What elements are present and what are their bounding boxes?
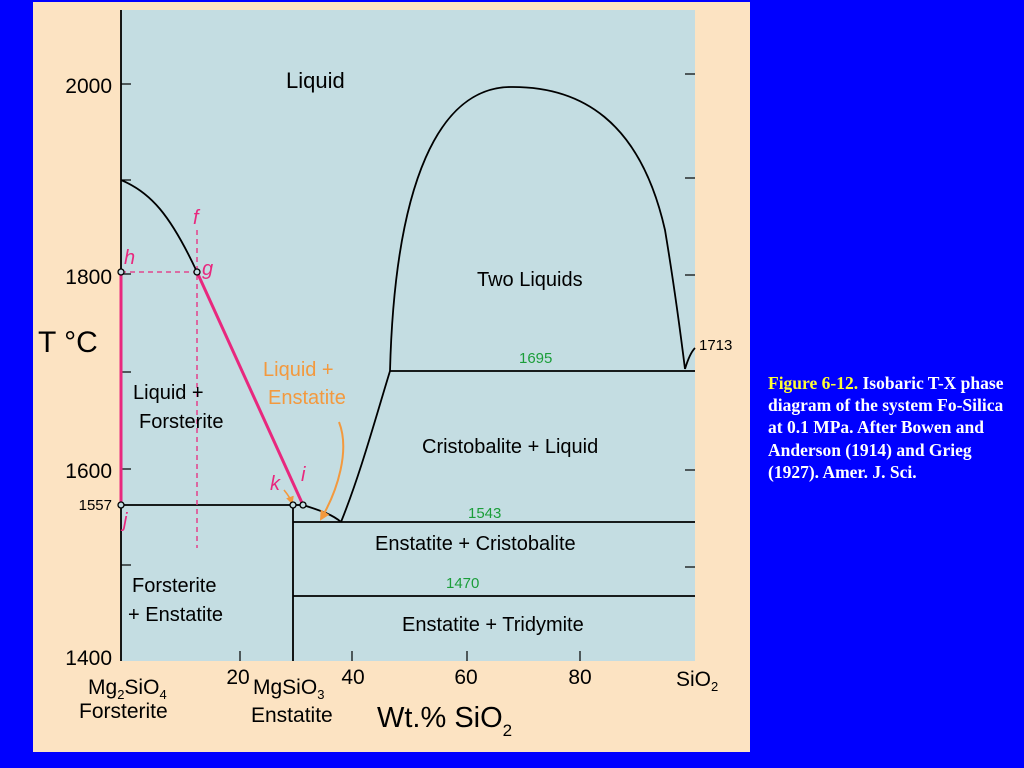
isotherm-1543-label: 1543	[468, 505, 501, 522]
field-forsterite-enstatite-line2: + Enstatite	[128, 604, 223, 626]
isotherm-1470-label: 1470	[446, 575, 479, 592]
y-tick-1400: 1400	[65, 647, 112, 670]
point-g-marker	[193, 268, 201, 276]
cristobalite-liquidus	[340, 370, 391, 523]
point-k-label: k	[270, 473, 281, 495]
figure-caption: Figure 6-12. Isobaric T-X phase diagram …	[768, 372, 1013, 483]
x-tick-60: 60	[454, 666, 477, 689]
x-tick-40: 40	[341, 666, 364, 689]
two-liquid-solvus	[389, 86, 686, 372]
point-i-label: i	[301, 464, 306, 486]
phase-diagram: 2000 1800 1600 1400 1557 T °C 20 40 60 8…	[38, 10, 732, 740]
solid-g-i-line	[195, 271, 305, 506]
forsterite-name: Forsterite	[79, 700, 168, 723]
x-tick-80: 80	[568, 666, 591, 689]
x-axis-label: Wt.% SiO2	[377, 702, 512, 740]
field-cristobalite-liquid: Cristobalite + Liquid	[422, 436, 598, 458]
isotherm-1695-label: 1695	[519, 350, 552, 367]
field-liquid-forsterite-line2: Forsterite	[139, 411, 223, 433]
forsterite-liquidus	[120, 179, 198, 273]
silica-liquidus	[684, 347, 696, 370]
y-tick-1800: 1800	[65, 266, 112, 289]
silica-formula: SiO2	[676, 668, 718, 694]
field-two-liquids: Two Liquids	[477, 269, 583, 291]
point-h-label: h	[124, 247, 135, 269]
caption-text: Isobaric T-X phase diagram of the system…	[768, 373, 1004, 482]
enstatite-name: Enstatite	[251, 704, 333, 727]
figure-panel: 2000 1800 1600 1400 1557 T °C 20 40 60 8…	[33, 2, 750, 752]
enstatite-formula: MgSiO3	[253, 676, 324, 702]
point-j-label: j	[120, 510, 128, 532]
caption-figure-label: Figure 6-12.	[768, 373, 859, 393]
field-liquid: Liquid	[286, 68, 345, 93]
point-h-marker	[117, 268, 125, 276]
field-liquid-enstatite-line1: Liquid +	[263, 359, 334, 381]
point-g-label: g	[202, 258, 213, 280]
point-k-marker	[289, 501, 297, 509]
y-axis-label: T °C	[38, 326, 98, 359]
field-liquid-enstatite-line2: Enstatite	[268, 387, 346, 409]
field-forsterite-enstatite-line1: Forsterite	[132, 575, 216, 597]
liquid-enstatite-arrow	[319, 421, 345, 521]
y-tick-2000: 2000	[65, 75, 112, 98]
y-tick-1600: 1600	[65, 460, 112, 483]
point-j-marker	[117, 501, 125, 509]
point-i-marker	[299, 501, 307, 509]
right-tick-marks	[685, 73, 695, 568]
isotherm-1713-label: 1713	[699, 337, 732, 354]
field-enstatite-cristobalite: Enstatite + Cristobalite	[375, 533, 576, 555]
bottom-tick-marks	[239, 651, 581, 661]
forsterite-formula: Mg2SiO4	[88, 676, 167, 702]
plot-area	[121, 10, 695, 661]
x-tick-20: 20	[226, 666, 249, 689]
field-enstatite-tridymite: Enstatite + Tridymite	[402, 614, 584, 636]
y-tick-1557: 1557	[79, 497, 112, 514]
point-f-label: f	[193, 207, 201, 229]
field-liquid-forsterite-line1: Liquid +	[133, 382, 204, 404]
